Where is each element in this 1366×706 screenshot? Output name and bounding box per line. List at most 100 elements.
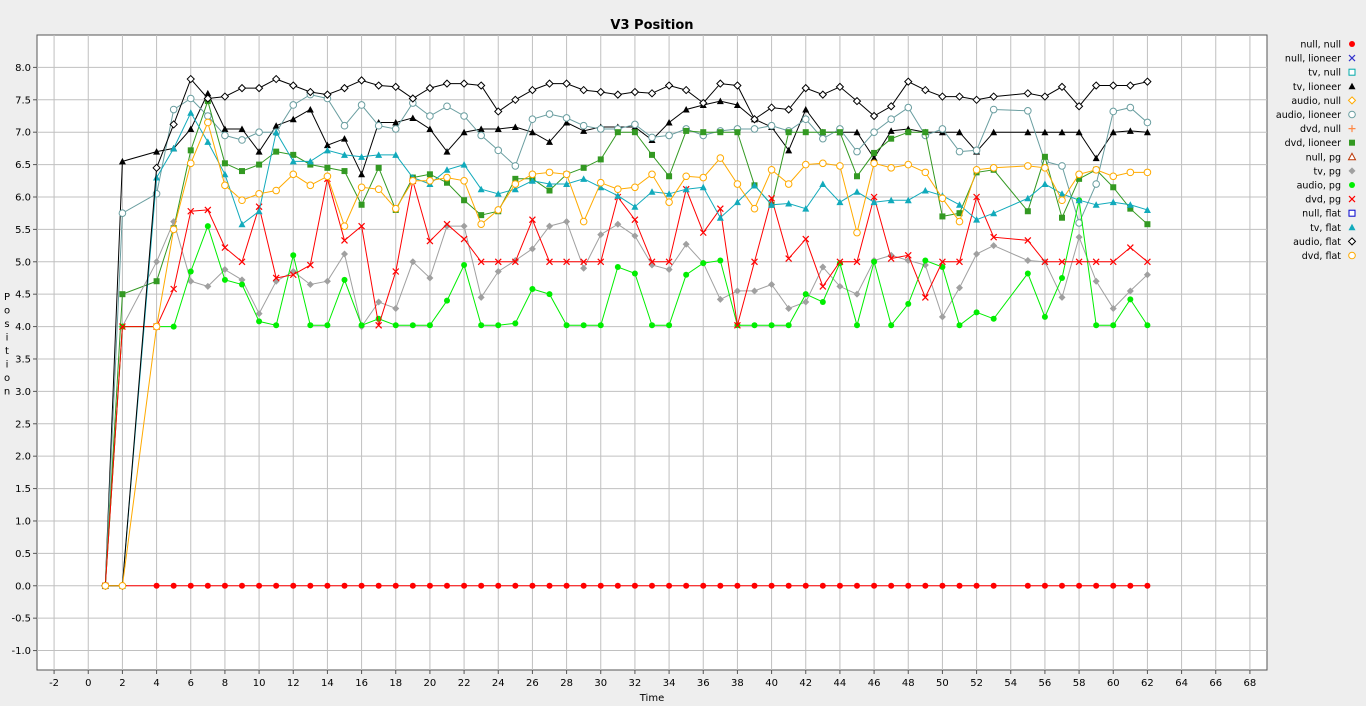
data-point [750, 125, 759, 133]
data-point [597, 183, 605, 191]
data-point [409, 322, 416, 329]
data-point [169, 105, 178, 114]
data-point [290, 582, 297, 589]
data-point [562, 114, 571, 122]
data-point [716, 205, 724, 213]
data-point [187, 207, 195, 215]
y-tick-label: 7.0 [15, 128, 31, 139]
data-point [836, 129, 843, 136]
series-line [105, 120, 1148, 587]
data-point [580, 264, 588, 272]
data-point [1024, 162, 1032, 170]
data-point [1109, 81, 1118, 90]
data-point [461, 262, 468, 269]
data-point [271, 74, 281, 84]
data-point [801, 160, 810, 169]
data-point [802, 298, 810, 306]
data-point [989, 164, 998, 172]
data-point [1092, 180, 1100, 188]
data-point [767, 165, 776, 174]
data-point [1024, 270, 1031, 277]
data-point [1076, 582, 1083, 589]
data-point [255, 310, 263, 318]
data-point [733, 180, 742, 188]
data-point [528, 216, 536, 224]
data-point [888, 135, 895, 142]
data-point [990, 233, 998, 241]
data-point [802, 205, 810, 212]
legend: null, null null, lioneer tv, null tv, lione… [1276, 40, 1357, 262]
data-point [221, 170, 229, 178]
data-point [904, 160, 913, 169]
data-point [323, 146, 331, 154]
data-point [921, 293, 929, 301]
data-point [1110, 582, 1117, 589]
x-tick-label: -2 [49, 678, 59, 689]
x-tick-label: 62 [1141, 678, 1154, 689]
data-point [204, 138, 212, 145]
data-point [256, 318, 263, 325]
legend-label: null, lioneer [1285, 54, 1341, 65]
data-point [511, 180, 520, 188]
data-point [904, 251, 912, 259]
data-point [1059, 214, 1065, 221]
data-point [1024, 128, 1032, 136]
data-point [734, 582, 741, 589]
data-point [716, 97, 724, 105]
data-point [187, 125, 195, 132]
data-point [956, 322, 963, 329]
data-point [256, 582, 263, 589]
data-point [374, 185, 383, 194]
data-point [1126, 287, 1134, 295]
data-point [733, 81, 742, 90]
x-tick-label: 26 [526, 678, 539, 689]
data-point [785, 582, 792, 589]
data-point [768, 322, 775, 329]
data-point [563, 582, 570, 589]
data-point [1092, 277, 1100, 285]
data-point [699, 229, 707, 237]
series-layer [101, 74, 1152, 590]
data-point [477, 131, 485, 140]
data-point [871, 258, 878, 265]
data-point [426, 274, 434, 282]
series-dvd-flat [101, 118, 1152, 590]
data-point [785, 255, 793, 262]
data-point [238, 196, 246, 205]
data-point [358, 153, 366, 160]
data-point [477, 293, 485, 301]
x-tick-label: 66 [1209, 678, 1222, 689]
y-tick-label: -0.5 [11, 614, 31, 625]
data-point [750, 115, 759, 124]
data-point [956, 128, 963, 136]
data-point [683, 582, 690, 589]
x-tick-label: 18 [389, 678, 402, 689]
data-point [204, 282, 212, 290]
data-point [272, 122, 280, 129]
data-point [1109, 198, 1117, 206]
data-point [153, 582, 160, 589]
legend-label: audio, flat [1293, 237, 1341, 248]
data-point [871, 149, 878, 156]
data-point [870, 154, 878, 162]
data-point [340, 222, 349, 230]
data-point [733, 321, 741, 329]
x-tick-label: 60 [1107, 678, 1120, 689]
data-point [614, 192, 622, 199]
data-point [186, 74, 195, 84]
data-point [785, 129, 792, 136]
data-point [187, 277, 195, 285]
data-point [666, 582, 673, 589]
data-point [357, 101, 366, 109]
y-tick-label: 2.5 [15, 419, 31, 430]
data-point [478, 322, 485, 329]
data-point [1041, 313, 1048, 320]
data-point [938, 125, 947, 133]
data-point [511, 95, 520, 105]
data-point [443, 102, 451, 111]
data-point [307, 322, 314, 329]
data-point [819, 282, 827, 290]
data-point [478, 212, 485, 219]
y-tick-label: 1.0 [15, 516, 31, 527]
data-point [631, 232, 639, 240]
